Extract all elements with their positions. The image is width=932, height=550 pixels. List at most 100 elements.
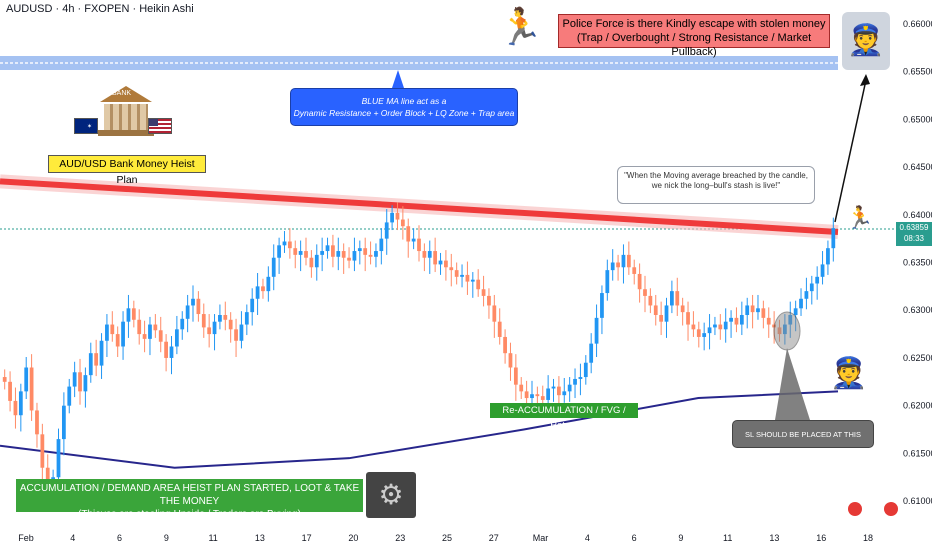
x-tick-label: 13 [255, 533, 265, 543]
candle-body [336, 251, 341, 257]
candle-body [320, 251, 325, 255]
candle-body [164, 341, 168, 358]
accumulation-note-line1: ACCUMULATION / DEMAND AREA HEIST PLAN ST… [19, 483, 360, 507]
candle-body [718, 324, 723, 330]
candle-body [282, 241, 287, 246]
candle-body [121, 321, 125, 347]
candle-body [476, 279, 481, 290]
candle-body [105, 324, 109, 341]
candle-body [298, 251, 303, 255]
candle-body [653, 305, 658, 315]
candle-body [492, 305, 497, 322]
candle-body [594, 317, 599, 344]
usa-event-icon [848, 502, 862, 516]
candle-body [427, 251, 432, 258]
candle-body [61, 405, 66, 440]
candle-body [314, 254, 319, 268]
candle-body [809, 283, 814, 292]
candle-body [675, 291, 680, 306]
candle-body [530, 394, 534, 399]
y-tick-label: 0.61000 [903, 496, 932, 506]
candle-body [793, 308, 798, 315]
candle-body [605, 270, 610, 294]
candle-body [621, 254, 626, 268]
candle-body [444, 260, 448, 268]
x-tick-label: 23 [395, 533, 405, 543]
x-tick-label: 4 [585, 533, 590, 543]
candle-body [24, 367, 29, 392]
candle-body [632, 267, 637, 274]
candle-body [524, 391, 529, 399]
x-tick-label: 16 [816, 533, 826, 543]
candle-body [223, 315, 228, 320]
australia-flag-icon: ✶ [74, 118, 98, 134]
sl-pointer [775, 348, 810, 420]
x-tick-label: 11 [723, 533, 732, 543]
blue-zone-band [0, 56, 838, 70]
candle-body [664, 305, 669, 322]
time-axis: Feb 4 6 9 11 13 17 20 23 25 27 Mar 4 6 9 11 13 16 18 [18, 533, 873, 543]
usa-flag-icon [148, 118, 172, 134]
quote-note: "When the Moving average breached by the… [617, 166, 815, 204]
candle-body [18, 391, 23, 416]
police-note-line1: Police Force is there Kindly escape with… [562, 18, 826, 30]
candle-body [454, 270, 459, 277]
heist-plan-label: AUD/USD Bank Money Heist Plan [48, 155, 206, 186]
candle-body [196, 298, 201, 315]
candle-body [519, 384, 524, 392]
candle-body [831, 228, 836, 249]
x-tick-label: 17 [302, 533, 312, 543]
x-tick-label: 6 [632, 533, 637, 543]
candle-body [815, 276, 820, 284]
candle-body [804, 291, 809, 299]
candle-body [497, 321, 502, 337]
police-note: Police Force is there Kindly escape with… [558, 14, 830, 58]
candle-body [78, 372, 82, 392]
candle-body [309, 257, 314, 268]
candle-body [137, 319, 142, 335]
candle-body [766, 317, 771, 325]
candle-body [734, 317, 739, 325]
candle-body [207, 327, 212, 335]
candle-body [239, 324, 244, 341]
candle-body [739, 315, 744, 325]
candle-body [158, 330, 163, 342]
candle-body [406, 226, 411, 242]
candle-body [99, 340, 104, 366]
candle-body [131, 308, 136, 320]
candle-body [153, 324, 158, 331]
candle-body [470, 279, 475, 282]
candle-body [180, 318, 185, 330]
candle-body [756, 308, 760, 313]
candle-body [357, 248, 362, 252]
x-tick-label: 25 [442, 533, 452, 543]
candle-body [185, 305, 190, 319]
candle-body [244, 312, 249, 325]
candle-body [234, 329, 238, 341]
red-ma-line [0, 178, 839, 235]
candle-body [583, 362, 588, 378]
candle-body [481, 289, 486, 296]
candle-body [304, 251, 308, 258]
candle-body [707, 327, 712, 334]
candle-body [142, 334, 147, 339]
candle-body [261, 286, 265, 292]
x-tick-label: 13 [769, 533, 779, 543]
candle-body [610, 262, 615, 271]
accumulation-note: ACCUMULATION / DEMAND AREA HEIST PLAN ST… [16, 479, 363, 520]
moving-averages [0, 174, 839, 469]
candle-body [218, 315, 222, 322]
candle-body [562, 391, 567, 396]
arrest-icon: 👮 [830, 356, 868, 391]
candle-body [567, 384, 572, 392]
candle-body [266, 276, 271, 292]
candle-body [341, 251, 346, 258]
candle-body [573, 378, 577, 385]
